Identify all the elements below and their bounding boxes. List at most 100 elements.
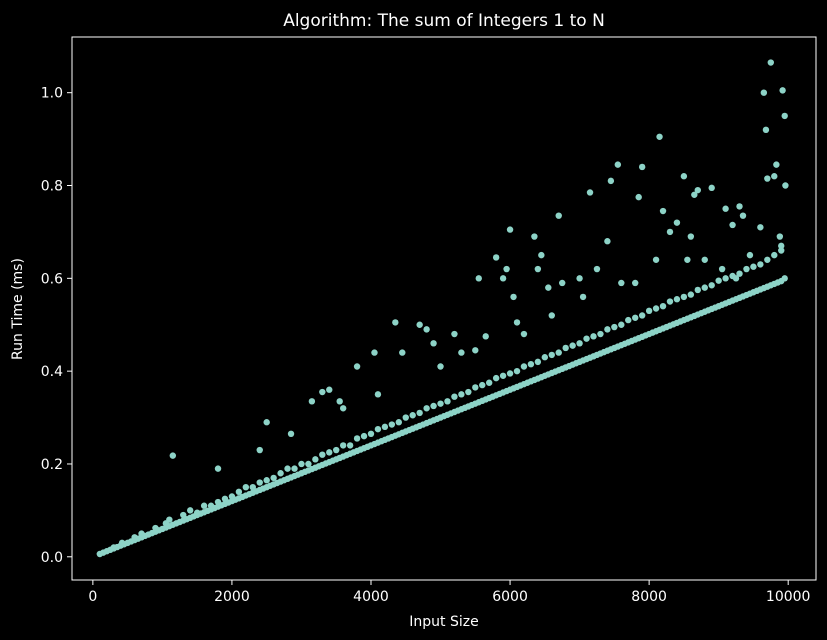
data-point [569,342,576,349]
data-point [722,275,729,282]
data-point [374,391,382,398]
data-point [346,442,354,449]
data-point [336,398,343,405]
data-point [708,282,715,289]
x-tick-label: 4000 [353,589,389,605]
data-point [520,363,528,370]
data-point [416,321,423,328]
data-point [645,307,653,315]
data-point [545,284,552,291]
data-point [423,405,430,412]
data-point [586,189,594,196]
data-point [256,479,263,486]
data-point [638,163,646,171]
data-point [263,477,270,484]
data-point [298,460,305,468]
data-point [353,363,361,370]
data-point [559,279,566,287]
data-point [764,175,771,182]
data-point [339,405,347,412]
data-point [319,388,326,396]
data-point [736,270,743,277]
data-point [381,423,389,431]
data-point [409,412,416,419]
data-point [632,279,639,287]
data-point [180,511,187,519]
y-tick-label: 0.0 [41,550,63,566]
x-tick-label: 6000 [492,589,528,605]
data-point [118,539,126,547]
data-point [472,347,479,354]
data-point [374,425,382,433]
data-point [555,349,562,356]
data-point [708,184,715,192]
data-point [715,277,722,284]
data-point [743,265,750,273]
data-point [776,233,784,240]
data-point [534,358,542,366]
data-point [684,256,691,263]
data-point [732,275,740,282]
data-point [694,186,701,194]
data-point [666,228,674,236]
data-point [779,87,786,94]
y-tick-label: 0.8 [41,179,63,195]
data-point [548,351,555,359]
data-point [187,507,194,514]
data-point [781,275,788,282]
data-point [687,291,695,298]
data-point [782,182,789,189]
data-point [214,465,222,472]
data-point [423,326,430,333]
data-point [131,534,138,541]
data-point [492,374,500,382]
data-point [228,493,236,500]
x-tick-label: 2000 [214,589,250,605]
y-axis-ticks: 0.0 0.2 0.4 0.6 0.8 1.0 [41,86,72,566]
data-point [781,112,788,120]
data-point [482,333,489,340]
data-point [520,330,528,338]
data-point [739,212,747,219]
data-point [312,456,319,463]
data-point [326,449,333,456]
data-point [555,212,562,219]
data-point [604,326,611,333]
data-point [333,446,340,454]
data-points [96,59,789,558]
data-point [541,354,549,361]
data-point [773,161,780,168]
data-point [632,314,639,321]
data-point [659,302,667,310]
data-point [531,233,538,240]
data-point [729,221,736,229]
data-point [767,59,774,66]
data-point [451,393,458,400]
chart-title: Algorithm: The sum of Integers 1 to N [283,11,605,31]
plot-frame [71,36,817,581]
data-point [437,363,444,370]
data-point [200,502,208,509]
data-point [263,419,270,426]
data-point [437,400,444,407]
data-point [513,319,521,326]
data-point [277,470,284,477]
data-point [503,265,510,273]
data-point [659,207,667,215]
data-point [388,421,396,428]
data-point [593,265,601,273]
data-point [562,344,569,352]
data-point [736,203,743,210]
data-point [652,256,660,263]
data-point [367,430,375,438]
data-point [607,177,615,185]
data-point [611,323,618,331]
data-point [510,293,517,301]
data-point [597,330,604,338]
data-point [392,319,399,326]
data-point [207,502,215,509]
data-point [635,193,642,201]
y-tick-label: 0.4 [41,364,63,380]
data-point [319,451,326,458]
data-point [214,498,222,506]
